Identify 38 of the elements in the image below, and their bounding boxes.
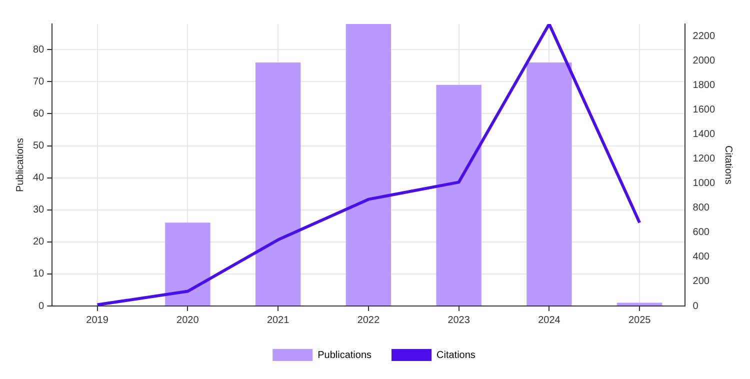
- y2-tick-label: 1800: [692, 80, 716, 92]
- y-tick-label: 50: [33, 140, 45, 152]
- y2-tick-label: 200: [692, 276, 710, 288]
- bar: [436, 84, 482, 306]
- y2-tick-label: 2000: [692, 56, 716, 67]
- bar: [346, 24, 392, 306]
- y-tick-label: 70: [33, 76, 45, 88]
- y-tick-label: 60: [33, 108, 45, 120]
- y2-tick-label: 800: [692, 202, 710, 214]
- y2-tick-label: 2200: [692, 31, 716, 42]
- y-tick-label: 80: [33, 44, 45, 56]
- y-tick-label: 10: [33, 268, 45, 280]
- bar: [526, 62, 572, 306]
- y2-tick-label: 400: [692, 252, 710, 263]
- x-tick-label: 2023: [448, 314, 470, 326]
- y-tick-label: 0: [38, 300, 45, 312]
- bar: [165, 222, 210, 306]
- x-tick-label: 2021: [266, 314, 290, 326]
- bar: [616, 302, 662, 306]
- y2-tick-label: 0: [692, 300, 699, 312]
- bar: [255, 62, 301, 306]
- y2-tick-label: 1600: [692, 104, 716, 116]
- legend-label: Publications: [318, 350, 372, 361]
- x-tick-label: 2022: [357, 314, 380, 326]
- legend-label: Citations: [436, 350, 476, 361]
- y2-tick-label: 600: [692, 227, 710, 238]
- x-tick-label: 2024: [538, 314, 561, 326]
- y-tick-label: 30: [33, 204, 45, 216]
- y2-tick-label: 1000: [692, 178, 716, 190]
- x-tick-label: 2025: [628, 314, 652, 326]
- y-axis-title: Publications: [14, 138, 26, 192]
- y-tick-label: 40: [33, 172, 45, 184]
- y-tick-label: 20: [33, 236, 45, 248]
- y2-axis-title: Citations: [722, 146, 734, 184]
- x-tick-label: 2020: [176, 314, 200, 326]
- y2-tick-label: 1400: [692, 129, 716, 140]
- y2-tick-label: 1200: [692, 154, 716, 165]
- x-tick-label: 2019: [86, 314, 109, 326]
